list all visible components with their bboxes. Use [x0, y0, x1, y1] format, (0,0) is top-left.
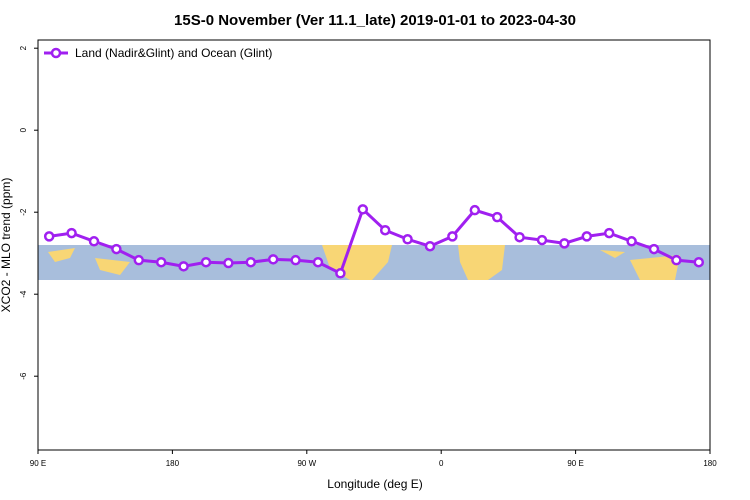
y-tick-label: 2	[19, 45, 28, 50]
point	[200, 256, 212, 268]
point	[402, 234, 413, 245]
point	[536, 234, 548, 246]
y-axis-label: XCO2 - MLO trend (ppm)	[0, 178, 13, 313]
x-axis-label: Longitude (deg E)	[327, 477, 422, 491]
point	[111, 243, 122, 255]
legend-marker	[50, 47, 62, 59]
point	[155, 256, 167, 268]
point	[357, 204, 369, 215]
x-tick-label: 180	[166, 459, 180, 468]
point	[693, 256, 705, 268]
y-tick-label: -2	[19, 208, 28, 216]
point	[514, 231, 525, 243]
point	[43, 231, 55, 242]
point	[603, 227, 615, 239]
point	[424, 240, 436, 252]
chart-title: 15S-0 November (Ver 11.1_late) 2019-01-0…	[174, 12, 576, 29]
x-tick-label: 180	[703, 459, 717, 468]
point	[648, 243, 660, 255]
x-tick-label: 90 E	[567, 459, 583, 468]
point	[223, 257, 234, 269]
point	[491, 211, 503, 223]
point	[178, 261, 189, 272]
point	[469, 204, 481, 216]
point	[626, 236, 637, 247]
point	[267, 254, 279, 265]
point	[312, 256, 324, 268]
point	[66, 227, 77, 239]
point	[133, 254, 145, 266]
point	[335, 268, 346, 279]
x-tick-label: 0	[439, 459, 444, 468]
point	[447, 231, 458, 242]
point	[581, 231, 593, 242]
point	[671, 254, 682, 266]
y-tick-label: -6	[19, 372, 28, 380]
point	[290, 254, 301, 266]
y-tick-label: -4	[19, 290, 28, 298]
x-tick-label: 90 W	[297, 459, 316, 468]
point	[559, 238, 570, 249]
y-tick-label: 0	[19, 127, 28, 132]
x-tick-label: 90 E	[30, 459, 46, 468]
point	[88, 236, 100, 247]
plot-frame	[37, 39, 711, 451]
point	[379, 224, 391, 236]
point	[245, 256, 257, 268]
legend-label: Land (Nadir&Glint) and Ocean (Glint)	[75, 46, 272, 60]
